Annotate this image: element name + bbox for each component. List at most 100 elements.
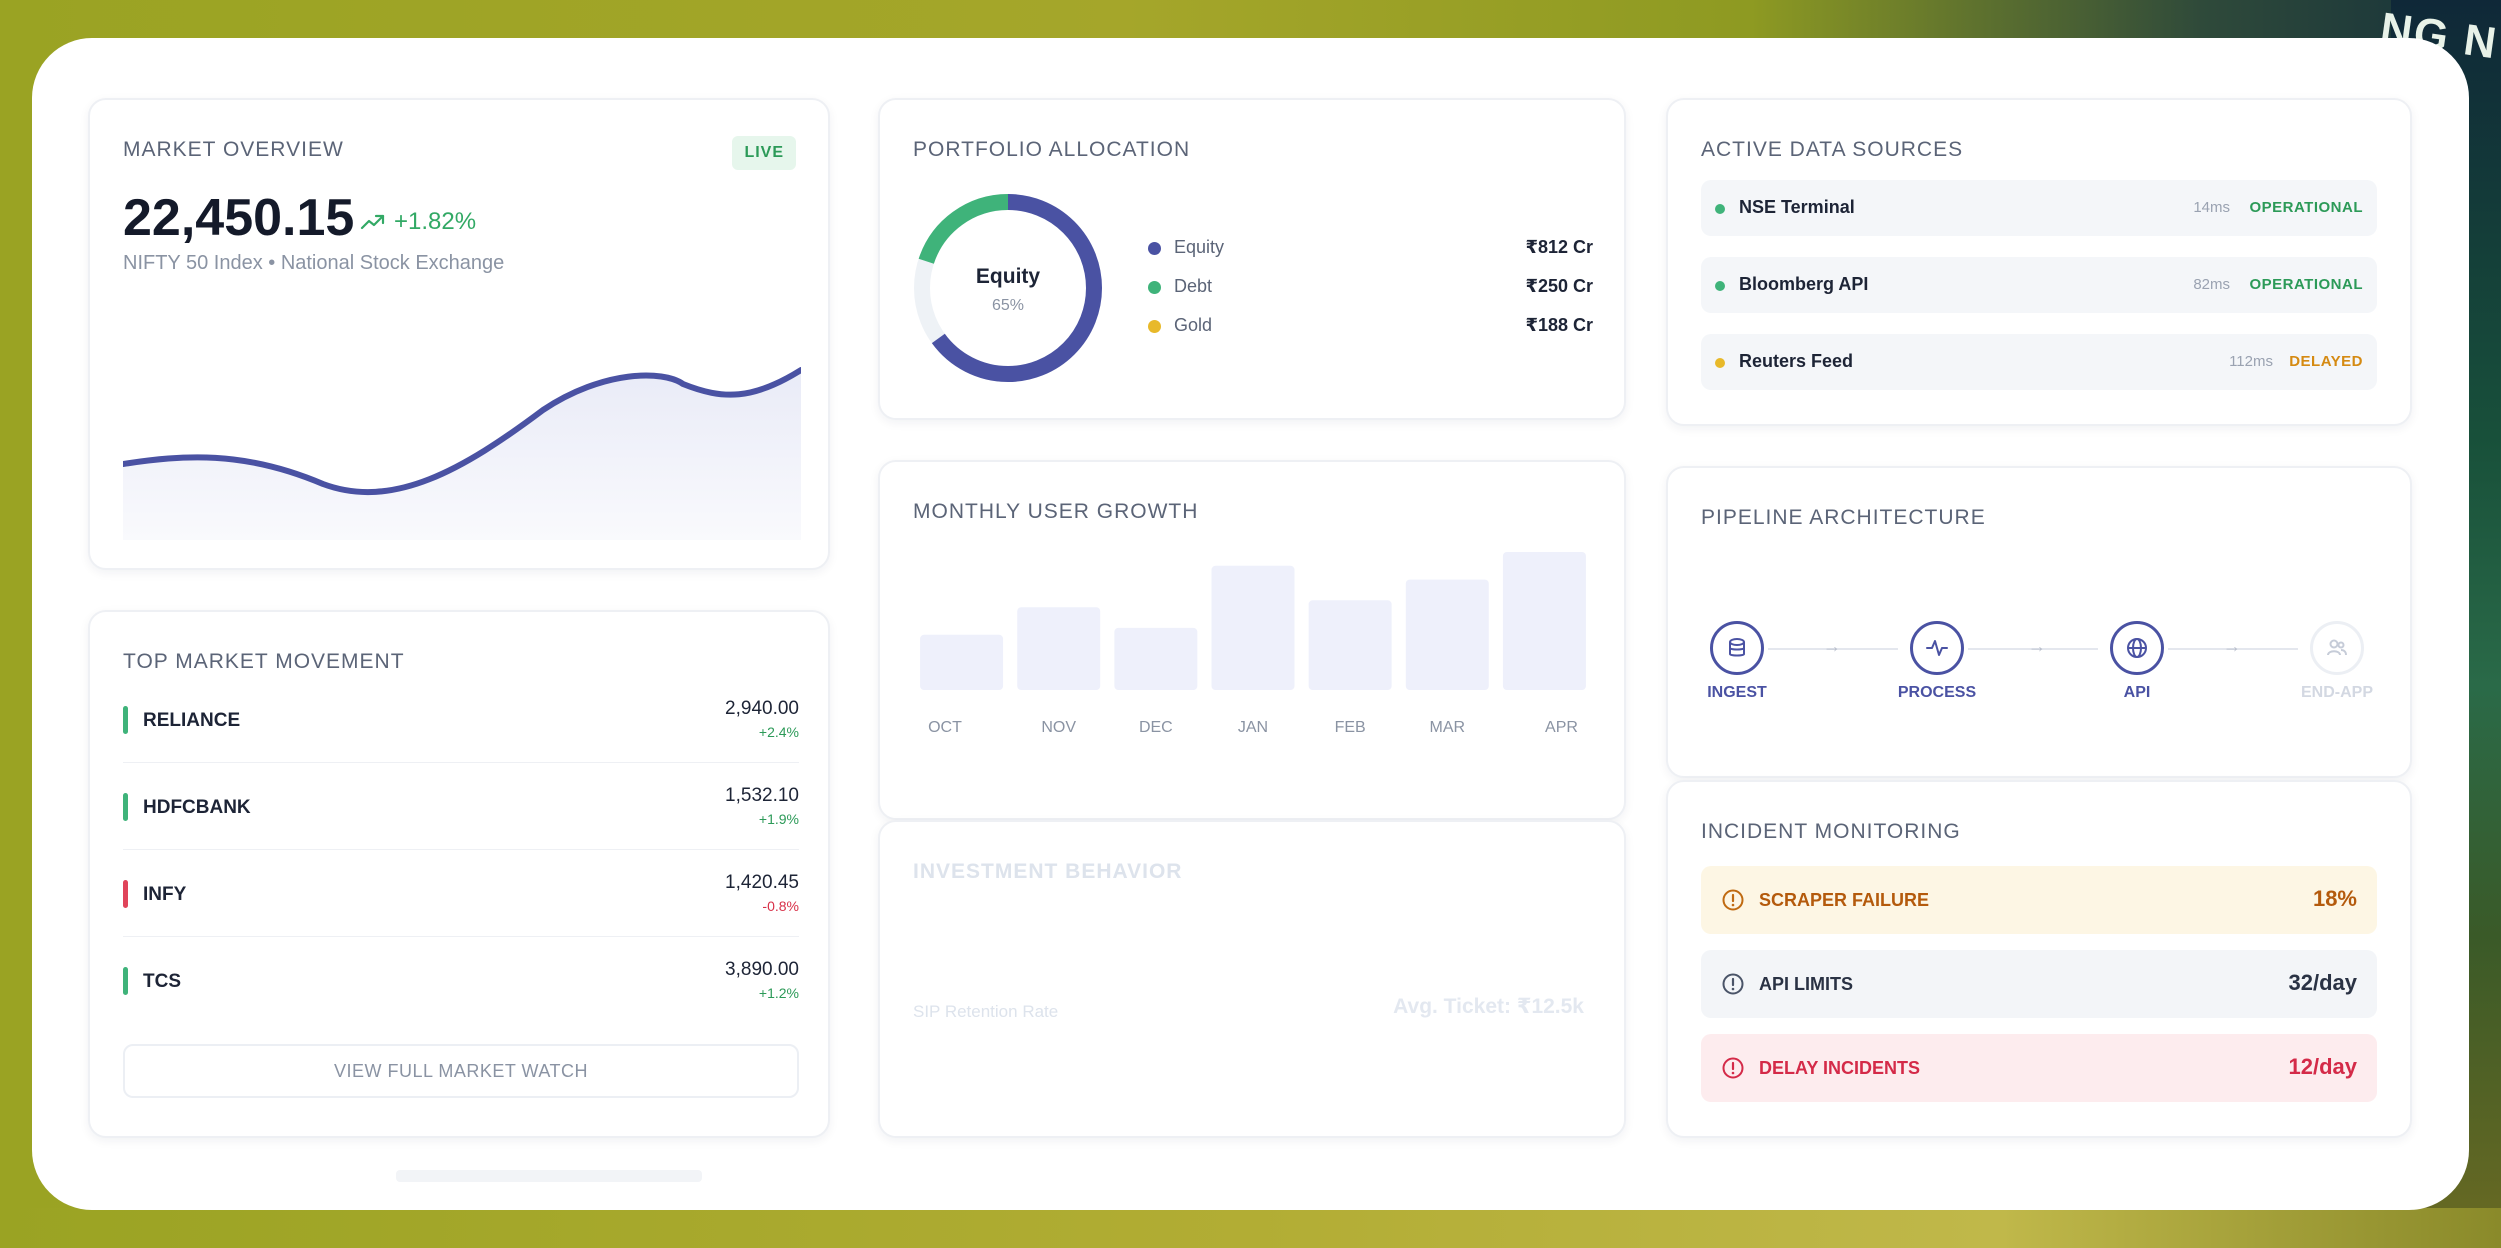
view-full-market-watch-button[interactable]: VIEW FULL MARKET WATCH	[123, 1044, 799, 1098]
row-divider	[123, 762, 799, 763]
database-icon	[1729, 638, 1745, 657]
bar-mar	[1405, 579, 1489, 690]
sip-retention-label: SIP Retention Rate	[913, 1002, 1059, 1021]
market-overview-card: MARKET OVERVIEW LIVE 22,450.15 +1.82% NI…	[88, 98, 830, 570]
x-tick-label: JAN	[1238, 719, 1268, 736]
source-status: OPERATIONAL	[2249, 199, 2363, 216]
movement-price: 1,532.10	[725, 785, 799, 806]
incident-row-warning[interactable]: SCRAPER FAILURE 18%	[1701, 866, 2377, 934]
activity-icon	[1926, 640, 1948, 656]
movement-indicator	[123, 706, 128, 734]
investment-behavior-title: INVESTMENT BEHAVIOR	[913, 860, 1183, 883]
pipeline-architecture-title: PIPELINE ARCHITECTURE	[1701, 506, 1986, 529]
x-tick-label: DEC	[1139, 719, 1173, 736]
source-name: NSE Terminal	[1739, 197, 1855, 217]
x-tick-label: NOV	[1041, 719, 1076, 736]
pipeline-node-label: INGEST	[1707, 684, 1767, 701]
scroll-hint-bar	[396, 1170, 702, 1182]
background-bottom-band	[0, 1208, 2501, 1248]
portfolio-allocation-card: PORTFOLIO ALLOCATION Equity 65% Equity ₹…	[878, 98, 1626, 420]
movement-change: +1.2%	[758, 985, 799, 1001]
legend-item: Equity ₹812 Cr	[1148, 234, 1593, 264]
movement-price: 1,420.45	[725, 872, 799, 893]
market-trend-line	[123, 367, 801, 495]
top-movement-card: TOP MARKET MOVEMENT RELIANCE 2,940.00 +2…	[88, 610, 830, 1138]
active-data-sources-title: ACTIVE DATA SOURCES	[1701, 138, 1964, 161]
data-source-row[interactable]: Bloomberg API 82ms OPERATIONAL	[1701, 257, 2377, 313]
bar-nov	[1017, 607, 1101, 690]
market-trend-chart	[123, 367, 801, 540]
incident-monitoring-card: INCIDENT MONITORING SCRAPER FAILURE 18% …	[1666, 780, 2412, 1138]
portfolio-allocation-title: PORTFOLIO ALLOCATION	[913, 138, 1191, 161]
data-source-row[interactable]: Reuters Feed 112ms DELAYED	[1701, 334, 2377, 390]
movement-symbol: HDFCBANK	[143, 797, 251, 818]
investment-behavior-card: INVESTMENT BEHAVIOR SIP Retention Rate A…	[878, 820, 1626, 1138]
movement-indicator	[123, 793, 128, 821]
bar-apr	[1502, 552, 1586, 690]
pipeline-connector	[1768, 648, 1898, 650]
movement-change: +1.9%	[758, 811, 799, 827]
pipeline-node-ingest[interactable]	[1710, 621, 1764, 675]
trending-up-icon	[360, 214, 385, 230]
incident-row-neutral[interactable]: API LIMITS 32/day	[1701, 950, 2377, 1018]
top-movement-title: TOP MARKET MOVEMENT	[123, 650, 405, 673]
arrow-right-icon: →	[2028, 636, 2046, 656]
data-source-row[interactable]: NSE Terminal 14ms OPERATIONAL	[1701, 180, 2377, 236]
pipeline-node-end-app[interactable]	[2310, 621, 2364, 675]
movement-row[interactable]: INFY 1,420.45 -0.8%	[123, 866, 799, 926]
index-change-value: +1.82%	[394, 208, 477, 235]
bar-oct	[920, 634, 1004, 690]
dashboard-frame: MARKET OVERVIEW LIVE 22,450.15 +1.82% NI…	[32, 38, 2469, 1210]
pipeline-architecture-card: PIPELINE ARCHITECTURE → → → INGEST PROCE…	[1666, 466, 2412, 778]
source-latency: 14ms	[2193, 199, 2230, 216]
pipeline-node-label: PROCESS	[1897, 684, 1977, 701]
market-overview-title: MARKET OVERVIEW	[123, 138, 344, 161]
alert-circle-icon	[1722, 1057, 1744, 1079]
monthly-user-growth-card: MONTHLY USER GROWTH OCT NOV DEC JAN FEB MAR AP…	[878, 460, 1626, 820]
movement-symbol: TCS	[143, 971, 181, 992]
legend-item: Debt ₹250 Cr	[1148, 273, 1593, 303]
arrow-right-icon: →	[1823, 636, 1841, 656]
x-tick-label: FEB	[1335, 719, 1366, 736]
row-divider	[123, 936, 799, 937]
source-status: OPERATIONAL	[2249, 276, 2363, 293]
bar-dec	[1114, 627, 1198, 690]
movement-symbol: RELIANCE	[143, 710, 241, 731]
donut-segment-debt	[914, 194, 1102, 382]
movement-price: 3,890.00	[725, 959, 799, 980]
pipeline-node-label: END-APP	[2300, 684, 2373, 701]
pipeline-node-api[interactable]	[2110, 621, 2164, 675]
bar-feb	[1308, 600, 1392, 690]
x-tick-label: MAR	[1430, 719, 1466, 736]
legend-value: ₹250 Cr	[1525, 276, 1593, 296]
movement-indicator	[123, 880, 128, 908]
index-value: 22,450.15	[123, 189, 355, 247]
source-status: DELAYED	[2289, 353, 2363, 370]
movement-change: -0.8%	[762, 898, 799, 914]
active-data-sources-card: ACTIVE DATA SOURCES NSE Terminal 14ms OP…	[1666, 98, 2412, 426]
source-latency: 82ms	[2193, 276, 2230, 293]
source-latency: 112ms	[2229, 353, 2273, 370]
bar-jan	[1211, 565, 1295, 690]
legend-item: Gold ₹188 Cr	[1148, 312, 1593, 342]
market-trend-area	[123, 370, 801, 540]
pipeline-node-process[interactable]	[1910, 621, 1964, 675]
incident-value: 32/day	[2288, 970, 2358, 995]
movement-row[interactable]: RELIANCE 2,940.00 +2.4%	[123, 692, 799, 752]
user-growth-bar-chart: OCT NOV DEC JAN FEB MAR APR	[920, 552, 1586, 736]
movement-row[interactable]: TCS 3,890.00 +1.2%	[123, 953, 799, 1013]
pipeline-node-label: API	[2123, 684, 2151, 701]
source-status-dot	[1715, 358, 1725, 368]
legend-dot	[1148, 320, 1161, 333]
pipeline-connector	[2168, 648, 2298, 650]
alert-circle-icon	[1722, 973, 1744, 995]
legend-label: Debt	[1174, 276, 1213, 296]
legend-dot	[1148, 281, 1161, 294]
alert-circle-icon	[1722, 889, 1744, 911]
source-name: Reuters Feed	[1739, 351, 1854, 371]
movement-row[interactable]: HDFCBANK 1,532.10 +1.9%	[123, 779, 799, 839]
incident-row-danger[interactable]: DELAY INCIDENTS 12/day	[1701, 1034, 2377, 1102]
legend-label: Equity	[1174, 237, 1225, 257]
live-badge: LIVE	[732, 136, 796, 170]
donut-center-label: Equity	[976, 265, 1040, 288]
